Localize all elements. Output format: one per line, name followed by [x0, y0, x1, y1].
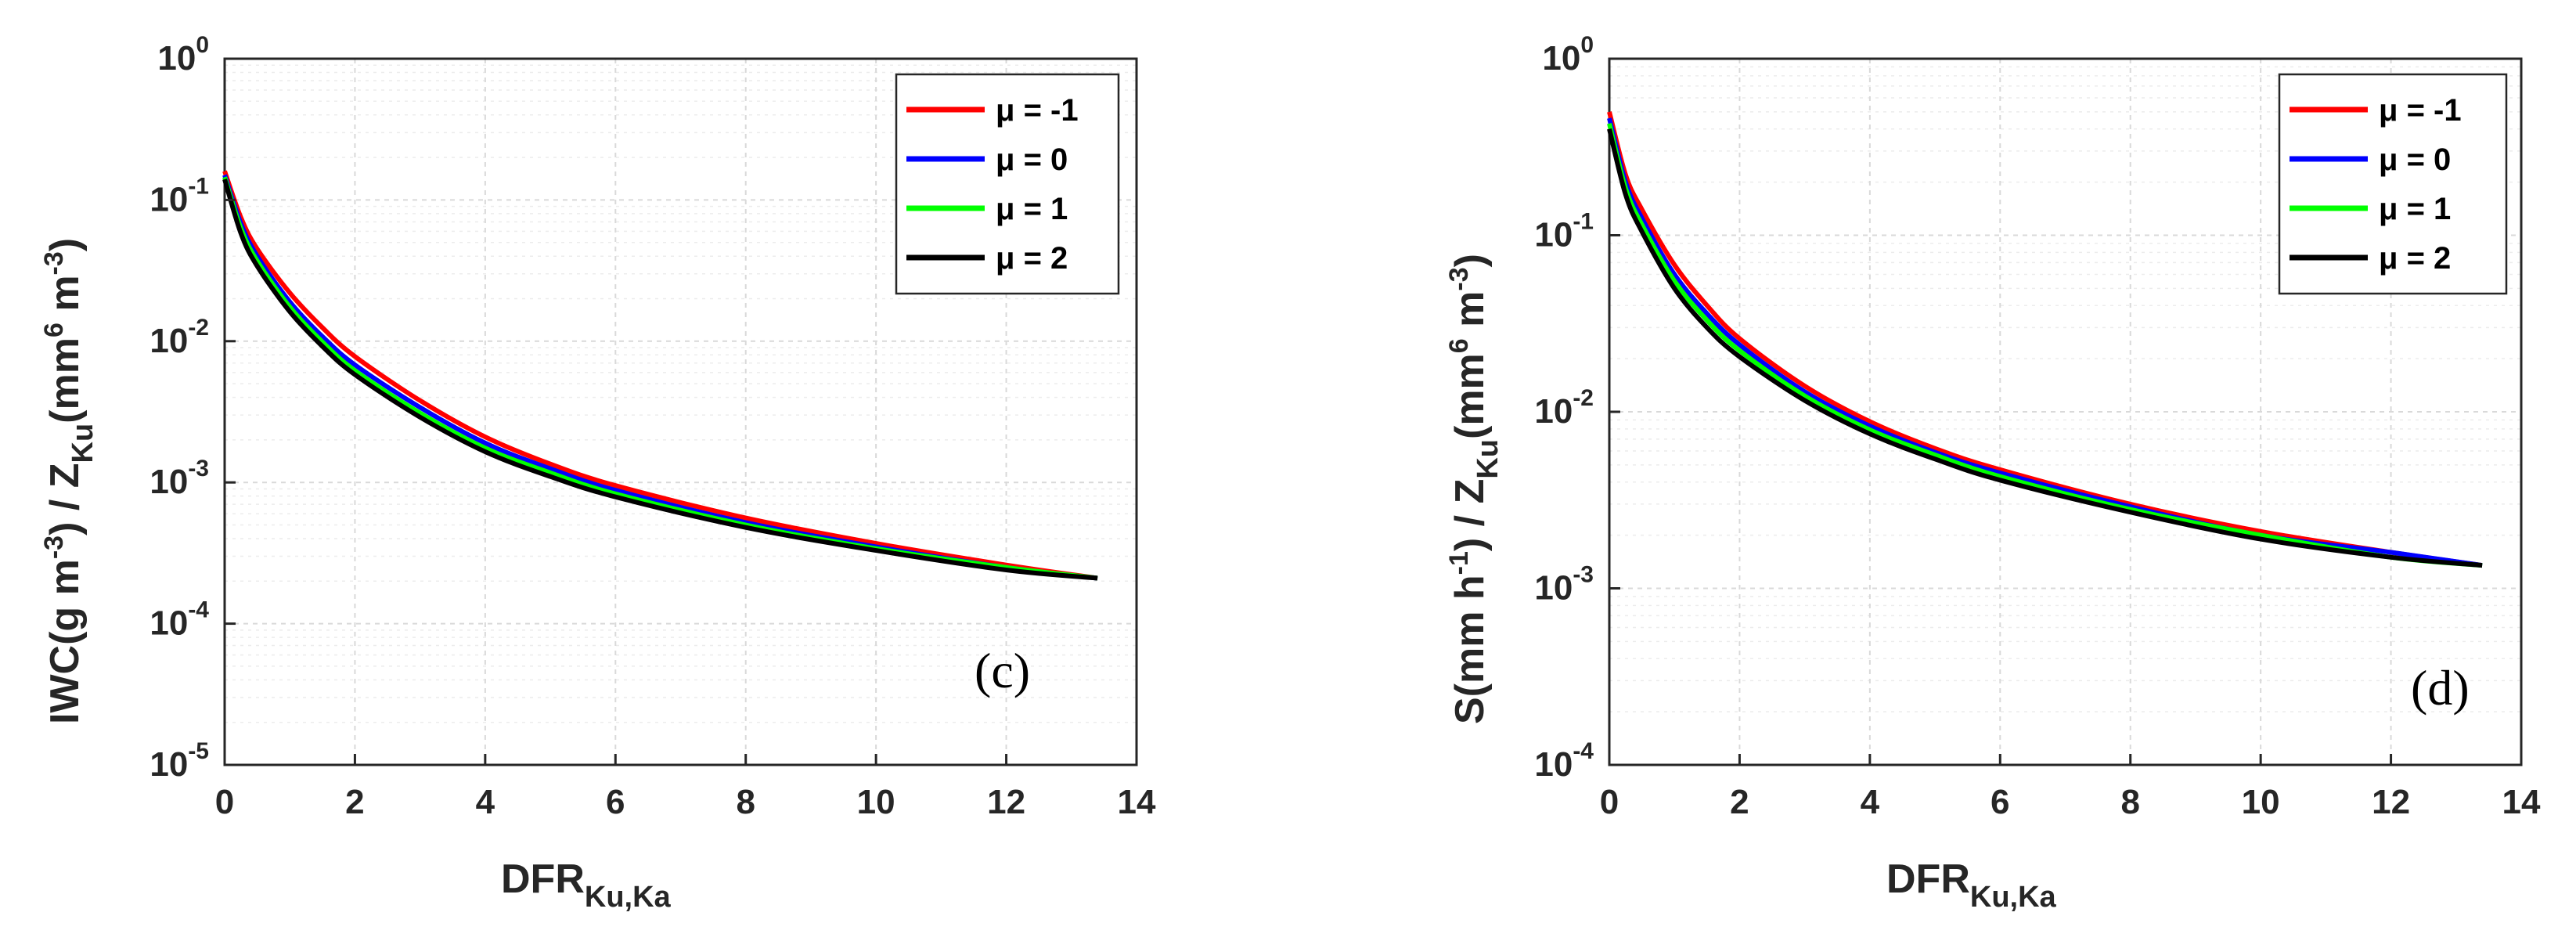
y-label-c-p2: ) / Z [42, 463, 88, 536]
y-ticks-c: 10-5 10-4 10-3 10-2 10-1 100 [150, 32, 236, 784]
y-tick-label-c: 10-2 [150, 315, 209, 360]
series-line-d-2 [1607, 122, 2483, 568]
x-axis-label-d-sub: Ku,Ka [1970, 881, 2057, 914]
x-axis-label-c: DFRKu,Ka [501, 856, 672, 914]
x-axis-label-c-main: DFR [501, 856, 585, 902]
x-tick-label-c: 0 [215, 783, 234, 821]
y-tick-label-c: 10-3 [150, 456, 209, 501]
legend-label-d-1: μ = 0 [2379, 142, 2451, 177]
x-tick-label-c: 6 [606, 783, 625, 821]
x-ticks-d: 0 2 4 6 8 10 12 14 [1600, 754, 2541, 821]
y-tick-label-d: 10-2 [1534, 385, 1594, 431]
x-tick-label-c: 14 [1118, 783, 1156, 821]
series-layer-c [222, 170, 1098, 581]
legend-label-c-1: μ = 0 [996, 142, 1068, 177]
series-line-c-0 [222, 170, 1098, 581]
x-tick-label-c: 10 [857, 783, 895, 821]
panel-tag-d: (d) [2411, 660, 2470, 716]
x-tick-label-d: 6 [1991, 783, 2009, 821]
plot-frame-c [223, 57, 1138, 766]
y-label-d-p4-sup: -3 [1444, 267, 1474, 290]
y-label-c-p1-sup: -3 [39, 536, 69, 559]
y-label-d-p1: S(mm h [1447, 575, 1493, 724]
x-tick-label-d: 0 [1600, 783, 1619, 821]
x-axis-label-c-sub: Ku,Ka [585, 881, 672, 914]
y-tick-label-c: 100 [157, 32, 209, 78]
y-label-c-p3-sup: 6 [39, 323, 69, 337]
y-label-c-p1: IWC(g m [42, 559, 88, 724]
x-tick-label-d: 2 [1730, 783, 1749, 821]
y-label-d-p2: ) / Z [1447, 479, 1493, 551]
x-ticks-c: 0 2 4 6 8 10 12 14 [215, 754, 1156, 821]
legend-label-c-2: μ = 1 [996, 192, 1068, 226]
x-tick-label-c: 2 [345, 783, 364, 821]
x-tick-label-d: 4 [1861, 783, 1880, 821]
y-label-c-p5: ) [42, 238, 88, 251]
series-line-d-0 [1607, 111, 2483, 568]
y-label-c-p2-sub: Ku [67, 424, 99, 463]
x-tick-label-d: 14 [2502, 783, 2541, 821]
y-label-d-p3-sup: 6 [1444, 338, 1474, 353]
x-axis-label-d: DFRKu,Ka [1886, 856, 2057, 914]
y-tick-label-c: 10-1 [150, 173, 209, 218]
y-tick-label-d: 10-3 [1534, 562, 1594, 608]
y-tick-label-d: 10-1 [1534, 209, 1594, 254]
legend-label-d-0: μ = -1 [2379, 93, 2462, 128]
legend-label-c-0: μ = -1 [996, 93, 1079, 128]
y-label-c-p4: m [42, 275, 88, 323]
x-tick-label-d: 10 [2242, 783, 2280, 821]
x-tick-label-c: 8 [736, 783, 755, 821]
series-layer-d [1607, 111, 2483, 568]
panel-tag-c: (c) [975, 643, 1030, 698]
legend-d: μ = -1 μ = 0 μ = 1 μ = 2 [2278, 73, 2508, 295]
y-label-d-p3: (mm [1447, 353, 1493, 439]
chart-panel-c: 0 2 4 6 8 10 12 14 10-5 10-4 10-3 10-2 10-1 100 μ = … [39, 32, 1156, 914]
y-label-d-p5: ) [1447, 254, 1493, 267]
y-axis-label-c: IWC(g m-3) / ZKu(mm6 m-3) [39, 238, 99, 724]
legend-label-c-3: μ = 2 [996, 241, 1068, 276]
y-label-c-p4-sup: -3 [39, 251, 69, 275]
y-tick-label-c: 10-4 [150, 597, 209, 643]
y-axis-label-d: S(mm h-1) / ZKu(mm6 m-3) [1444, 254, 1504, 724]
y-tick-label-c: 10-5 [150, 738, 209, 784]
legend-label-d-3: μ = 2 [2379, 241, 2451, 276]
y-label-d-p1-sup: -1 [1444, 551, 1474, 575]
x-tick-label-c: 4 [476, 783, 495, 821]
y-ticks-d: 10-4 10-3 10-2 10-1 100 [1534, 32, 1620, 784]
x-tick-label-d: 8 [2120, 783, 2139, 821]
x-tick-label-c: 12 [987, 783, 1025, 821]
y-tick-label-d: 100 [1542, 32, 1594, 78]
x-tick-label-d: 12 [2372, 783, 2410, 821]
y-label-c-p3: (mm [42, 337, 88, 424]
x-axis-label-d-main: DFR [1886, 856, 1970, 902]
y-tick-label-d: 10-4 [1534, 738, 1594, 784]
y-label-d-p2-sub: Ku [1472, 439, 1504, 479]
series-line-d-3 [1607, 128, 2483, 568]
legend-c: μ = -1 μ = 0 μ = 1 μ = 2 [895, 73, 1120, 295]
chart-panel-d: 0 2 4 6 8 10 12 14 10-4 10-3 10-2 10-1 100 μ = -1 μ… [1444, 32, 2541, 914]
y-label-d-p4: m [1447, 291, 1493, 339]
series-line-c-3 [222, 178, 1098, 581]
legend-label-d-2: μ = 1 [2379, 192, 2451, 226]
